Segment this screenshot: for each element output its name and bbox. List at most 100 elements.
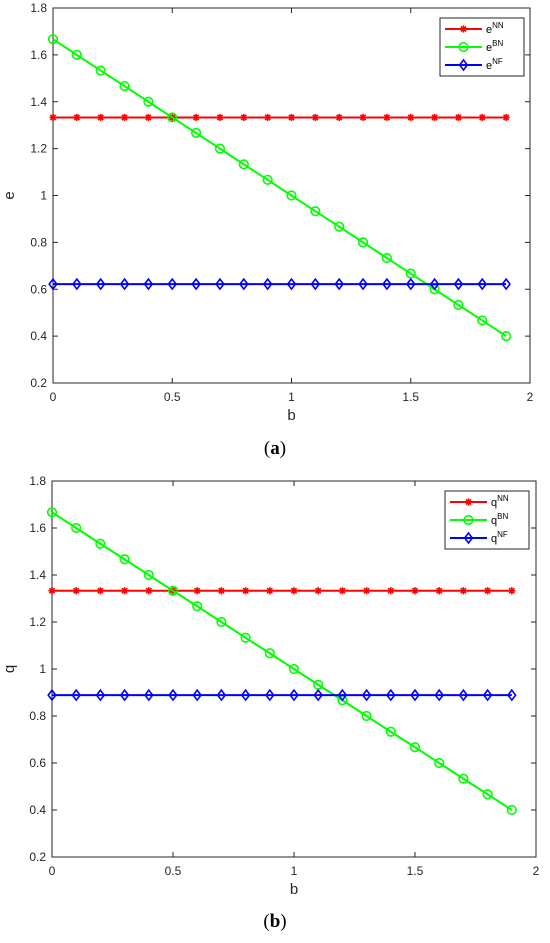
- chart-a-point-nf: [334, 277, 345, 291]
- chart-b-point-nn: [411, 587, 419, 595]
- chart-a-point-nn: [144, 113, 152, 122]
- chart-b-legend-label: qBN: [491, 512, 508, 527]
- chart-b-point-nn: [435, 587, 443, 595]
- chart-a-legend: eNN eBN eNF: [439, 17, 525, 77]
- chart-a-xlabel: b: [287, 407, 295, 424]
- chart-b-point-nf: [264, 688, 275, 702]
- chart-a-point-nf: [143, 277, 154, 291]
- chart-b-point-nn: [290, 587, 298, 595]
- chart-a-point-nn: [335, 113, 343, 122]
- chart-b-legend: qNN qBN qNF: [444, 490, 530, 550]
- chart-a-point-bn: [262, 174, 273, 185]
- chart-a-point-nf: [72, 277, 82, 291]
- chart-b-ytick-label: 1.2: [29, 615, 46, 629]
- chart-a-ytick-label: 0.8: [30, 235, 47, 249]
- chart-b-point-bn: [71, 522, 82, 534]
- chart-a-point-bn: [286, 190, 297, 201]
- chart-a-point-nf: [477, 277, 488, 291]
- chart-panel-a: 0 0.5 1 1.5 2 0.2 0.4 0.6 0.8 1 1.2 1.4 1.6 1.8 b e eNN e…: [0, 0, 550, 470]
- chart-a-point-bn: [167, 112, 178, 123]
- chart-b-point-nn: [217, 587, 225, 595]
- chart-b-point-nf: [337, 688, 348, 702]
- chart-a-ytick-label: 0.2: [30, 376, 47, 390]
- chart-b-xtick-label: 0.5: [165, 864, 182, 878]
- chart-a-point-bn: [95, 65, 106, 76]
- chart-b-point-bn: [264, 648, 275, 659]
- chart-a-point-nf: [191, 277, 201, 291]
- chart-a-point-bn: [501, 331, 512, 342]
- chart-b-point-nf: [168, 688, 178, 702]
- chart-a-ytick-label: 1: [40, 189, 47, 203]
- chart-a-point-nn: [216, 113, 224, 122]
- chart-a-ytick-label: 1.2: [30, 142, 47, 156]
- chart-b-ytick-label: 0.2: [29, 850, 46, 864]
- chart-b-legend-entry-nf: qNF: [450, 530, 508, 545]
- chart-a-point-nf: [310, 277, 321, 291]
- chart-b-legend-marker: [464, 498, 473, 506]
- chart-a-point-nf: [501, 277, 511, 291]
- chart-a-legend-entry-nn: eNN: [445, 21, 504, 36]
- chart-b-point-bn: [46, 507, 58, 518]
- chart-b-ytick-label: 0.8: [29, 709, 46, 723]
- chart-a-point-nn: [192, 113, 200, 122]
- chart-a-point-nn: [431, 113, 439, 122]
- chart-b-caption: (b): [263, 911, 287, 932]
- chart-b-point-nf: [361, 688, 372, 702]
- chart-a-point-nn: [454, 113, 463, 122]
- chart-b-point-nn: [193, 587, 201, 595]
- chart-b-point-bn: [288, 663, 300, 675]
- chart-b-ytick-label: 1.4: [29, 568, 46, 582]
- chart-a-point-nn: [97, 113, 105, 122]
- chart-a-legend-marker: [458, 41, 469, 53]
- chart-b-ytick-label: 0.6: [29, 756, 46, 770]
- chart-b-point-nf: [143, 688, 154, 702]
- chart-b-ytick-label: 0.4: [29, 803, 46, 817]
- chart-a-point-bn: [310, 206, 321, 217]
- chart-a-point-nf: [429, 277, 440, 291]
- chart-a-point-bn: [357, 237, 369, 248]
- chart-a-point-nn: [73, 113, 81, 122]
- chart-b-point-nn: [484, 587, 492, 595]
- chart-a-point-nf: [262, 277, 273, 291]
- chart-b-point-nn: [266, 587, 274, 595]
- chart-panel-b: 0 0.5 1 1.5 2 0.2 0.4 0.6 0.8 1 1.2 1.4 1.6 1.8 b q qNN q…: [0, 470, 550, 943]
- chart-b-ytick-label: 1: [39, 662, 46, 676]
- chart-a-point-nn: [120, 113, 129, 122]
- chart-a-ytick-label: 1.4: [30, 95, 47, 109]
- chart-b-point-nf: [71, 688, 82, 702]
- chart-b-point-bn: [409, 742, 421, 753]
- chart-b-point-nf: [313, 688, 324, 702]
- chart-b-point-nn: [508, 587, 516, 595]
- chart-b-point-nn: [363, 587, 371, 595]
- chart-a-point-nf: [95, 277, 106, 291]
- chart-b-point-nf: [95, 688, 106, 702]
- chart-b-point-nf: [385, 688, 396, 702]
- chart-b-point-nf: [216, 688, 227, 702]
- chart-b-legend-label: qNN: [491, 494, 509, 509]
- chart-b-point-nf: [240, 688, 251, 702]
- chart-a-svg: 0 0.5 1 1.5 20.20.40.60.811.21.41.61.8beeNNe…: [1, 1, 534, 424]
- chart-a-xtick-label: 1.5: [402, 390, 419, 404]
- chart-b-ytick-label: 1.6: [29, 521, 46, 535]
- chart-b-point-bn: [119, 554, 130, 565]
- chart-a-legend-marker: [459, 25, 468, 33]
- chart-b-xtick-label: 2: [533, 864, 540, 878]
- chart-b-point-nn: [242, 587, 250, 595]
- chart-a-point-nf: [453, 277, 464, 291]
- chart-b-legend-entry-bn: qBN: [450, 512, 508, 527]
- chart-a-series-bn: [47, 34, 512, 342]
- chart-a-ytick-label: 1.8: [30, 1, 47, 15]
- chart-a-point-bn: [477, 315, 488, 326]
- chart-a-xtick-label: 0: [50, 390, 57, 404]
- chart-b-point-nf: [47, 688, 57, 702]
- chart-a-point-nf: [167, 277, 178, 291]
- chart-b-caption-letter: b: [269, 911, 281, 932]
- chart-b-series-nf: [47, 688, 517, 702]
- chart-a-point-bn: [119, 80, 130, 92]
- chart-a-legend-entry-nf: eNF: [445, 57, 503, 72]
- chart-a-point-nf: [286, 277, 297, 291]
- chart-a-point-nf: [238, 277, 249, 291]
- chart-a-point-nf: [405, 277, 416, 291]
- chart-a-point-bn: [453, 299, 464, 311]
- chart-b-point-bn: [506, 804, 517, 816]
